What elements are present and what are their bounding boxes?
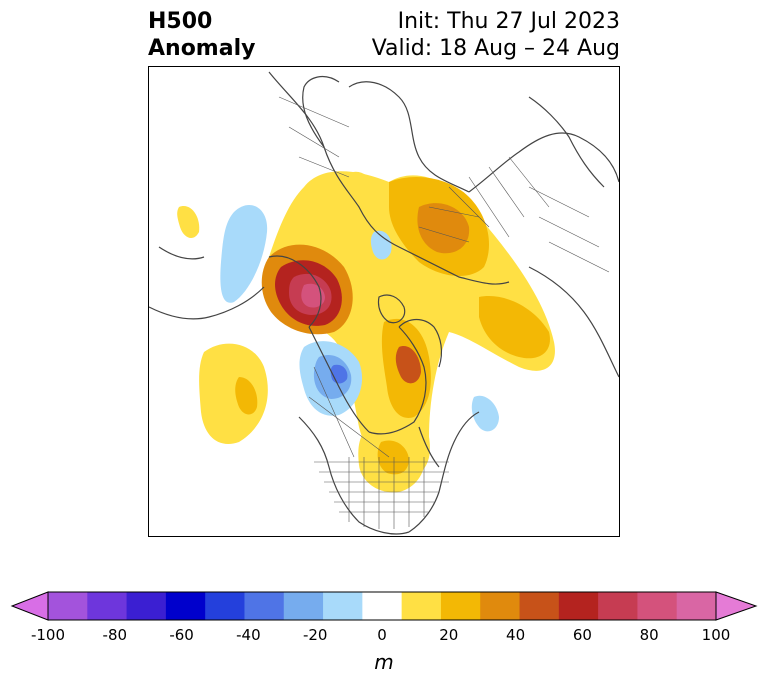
- ridge-us-east-core: [377, 440, 409, 475]
- colorbar-segment: [637, 592, 678, 620]
- colorbar-tick-label: 20: [439, 626, 459, 644]
- ridge-canada-core: [395, 346, 421, 384]
- colorbar-segment: [676, 592, 717, 620]
- map-dates: Init: Thu 27 Jul 2023 Valid: 18 Aug – 24…: [372, 8, 620, 62]
- anomaly-map: [148, 66, 620, 537]
- colorbar-segment: [440, 592, 481, 620]
- colorbar-segment: [323, 592, 363, 620]
- colorbar-segment: [126, 592, 167, 620]
- init-date: Init: Thu 27 Jul 2023: [397, 9, 620, 34]
- colorbar-tick-label: 80: [639, 626, 659, 644]
- colorbar-segment: [519, 592, 560, 620]
- ridge-north: [343, 171, 374, 202]
- map-canvas: [149, 71, 619, 535]
- colorbar-tick-label: -100: [30, 626, 66, 644]
- colorbar-segment: [362, 592, 403, 620]
- colorbar-segment: [48, 592, 88, 620]
- colorbar-unit: m: [374, 650, 394, 674]
- title-field: Anomaly: [148, 36, 256, 61]
- coastlines: [149, 71, 619, 535]
- colorbar-segment: [283, 592, 324, 620]
- colorbar-tick-label: 40: [506, 626, 526, 644]
- colorbar-tick-label: -80: [102, 626, 128, 644]
- colorbar: [10, 591, 758, 621]
- valid-dates: Valid: 18 Aug – 24 Aug: [371, 36, 620, 61]
- colorbar-segment: [244, 592, 285, 620]
- colorbar-tick-label: -20: [302, 626, 328, 644]
- colorbar-segment: [87, 592, 128, 620]
- colorbar-segment: [401, 592, 442, 620]
- anomaly-fill: [177, 171, 555, 493]
- colorbar-frame: [47, 591, 717, 621]
- colorbar-extend-max: [715, 591, 758, 621]
- colorbar-segment: [165, 592, 206, 620]
- colorbar-tick-label: 60: [572, 626, 592, 644]
- trough-alaska: [220, 204, 268, 303]
- colorbar-extend-min: [10, 591, 49, 621]
- colorbar-segment: [558, 592, 599, 620]
- ridge-arctic-peak: [301, 283, 325, 308]
- colorbar-tick-label: 100: [701, 626, 731, 644]
- colorbar-tick-label: 0: [377, 626, 387, 644]
- colorbar-segments: [10, 591, 758, 621]
- colorbar-tick-label: -40: [236, 626, 261, 644]
- colorbar-tick-label: -60: [169, 626, 194, 644]
- ridge-pacific-core: [235, 377, 258, 415]
- colorbar-segment: [205, 592, 245, 620]
- map-title: H500 Anomaly: [148, 8, 255, 62]
- ridge-west: [177, 206, 200, 239]
- colorbar-segment: [480, 592, 521, 620]
- trough-arctic: [370, 230, 392, 260]
- ridge-atlantic: [479, 296, 550, 359]
- title-variable: H500: [148, 9, 213, 34]
- borders: [278, 96, 610, 529]
- trough-atlantic: [471, 395, 499, 432]
- ridge-siberia-core: [417, 203, 470, 254]
- ridge-pacific: [199, 343, 268, 444]
- colorbar-segment: [598, 592, 638, 620]
